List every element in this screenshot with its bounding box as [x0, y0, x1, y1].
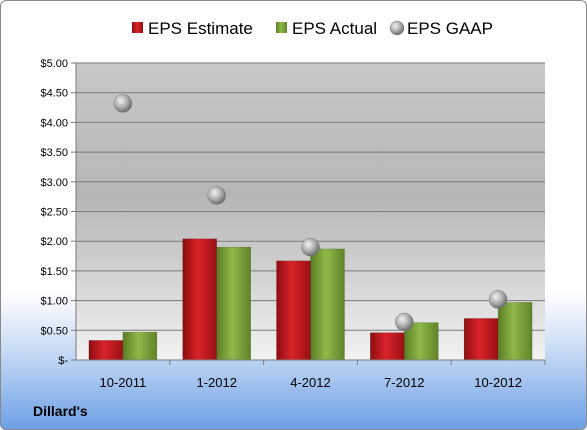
y-tick-label: $4.50	[40, 88, 68, 100]
x-tick-label: 10-2012	[474, 375, 522, 390]
bar-eps-actual	[216, 246, 251, 361]
marker-eps-gaap	[113, 94, 133, 113]
x-tick-label: 4-2012	[290, 375, 330, 390]
y-tick-label: $2.50	[40, 207, 68, 219]
legend: EPS Estimate EPS Actual EPS GAAP	[132, 19, 493, 38]
legend-swatch	[389, 20, 405, 36]
bar-eps-estimate	[276, 260, 311, 361]
bar-eps-estimate	[88, 340, 124, 361]
y-tick-label: $-	[58, 355, 68, 367]
legend-swatch	[132, 22, 143, 33]
bar-eps-estimate	[182, 238, 217, 361]
gaap-markers	[113, 94, 508, 332]
company-name: Dillard's	[33, 403, 88, 419]
bar-eps-actual	[310, 248, 345, 361]
marker-eps-gaap	[301, 237, 320, 257]
y-tick-label: $5.00	[40, 58, 68, 70]
legend-label: EPS GAAP	[407, 19, 493, 38]
y-tick-label: $0.50	[40, 325, 68, 337]
bar-eps-actual	[497, 302, 533, 361]
marker-eps-gaap	[395, 312, 414, 332]
marker-eps-gaap	[488, 290, 508, 309]
bar-eps-estimate	[370, 332, 405, 361]
y-tick-label: $3.50	[40, 147, 68, 159]
y-tick-label: $1.50	[40, 266, 68, 278]
y-tick-label: $4.00	[40, 117, 68, 129]
x-tick-label: 7-2012	[384, 375, 424, 390]
x-tick-label: 1-2012	[196, 375, 236, 390]
legend-label: EPS Actual	[292, 19, 377, 38]
y-tick-label: $3.00	[40, 177, 68, 189]
bar-eps-estimate	[463, 318, 499, 361]
y-tick-label: $2.00	[40, 236, 68, 248]
axes: $- $0.50 $1.00 $1.50 $2.00 $2.50 $3.00 $3.50 $4.…	[40, 58, 546, 390]
legend-label: EPS Estimate	[148, 19, 253, 38]
bar-eps-actual	[122, 331, 158, 361]
marker-eps-gaap	[207, 186, 226, 205]
y-tick-label: $1.00	[40, 296, 68, 308]
x-tick-label: 10-2011	[100, 375, 147, 390]
legend-swatch	[276, 22, 287, 33]
bars	[88, 238, 533, 361]
